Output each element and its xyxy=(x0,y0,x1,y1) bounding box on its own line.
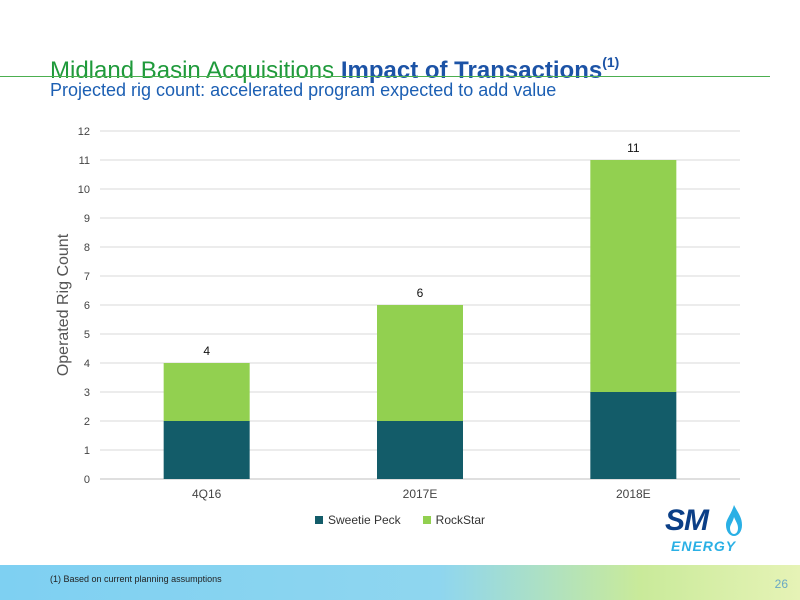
page-number: 26 xyxy=(774,577,788,591)
footer-band xyxy=(0,565,800,600)
y-tick-label: 9 xyxy=(84,213,90,225)
y-tick-label: 0 xyxy=(84,474,90,486)
sm-energy-logo: SM ENERGY xyxy=(665,505,745,557)
y-tick-label: 11 xyxy=(79,155,90,167)
y-tick-label: 5 xyxy=(84,329,90,341)
x-tick-label: 2018E xyxy=(616,487,651,501)
bar-rockstar-2017e xyxy=(377,305,463,421)
title-block: Midland Basin Acquisitions Impact of Tra… xyxy=(50,50,770,84)
x-tick-label: 4Q16 xyxy=(192,487,222,501)
legend-item-rockstar: RockStar xyxy=(422,512,486,528)
bar-total-label: 4 xyxy=(203,344,210,358)
legend-swatch-rockstar xyxy=(422,516,431,524)
y-tick-label: 8 xyxy=(84,242,90,254)
footnote: (1) Based on current planning assumption… xyxy=(50,574,222,584)
title-bold: Impact of Transactions xyxy=(340,57,603,84)
y-tick-label: 12 xyxy=(78,126,90,138)
y-tick-label: 6 xyxy=(84,300,90,312)
bar-sweetie-peck-2018e xyxy=(590,392,677,479)
page-subtitle: Projected rig count: accelerated program… xyxy=(50,80,557,100)
logo-text-sm: SM xyxy=(665,504,709,537)
legend-label-sweetie-peck: Sweetie Peck xyxy=(327,513,401,527)
logo-text-energy: ENERGY xyxy=(671,538,737,554)
legend-item-sweetie-peck: Sweetie Peck xyxy=(314,512,401,528)
y-tick-label: 7 xyxy=(84,271,90,283)
x-tick-label: 2017E xyxy=(403,487,438,501)
flame-icon xyxy=(726,505,742,536)
bar-sweetie-peck-2017e xyxy=(377,421,463,479)
bar-total-label: 11 xyxy=(627,141,640,155)
chart-legend: Sweetie Peck RockStar xyxy=(0,512,800,528)
y-tick-label: 4 xyxy=(84,358,90,370)
y-tick-label: 3 xyxy=(84,387,90,399)
bar-total-label: 6 xyxy=(417,286,424,300)
bar-rockstar-4q16 xyxy=(163,363,250,421)
y-tick-label: 2 xyxy=(84,416,90,428)
page-title: Midland Basin Acquisitions Impact of Tra… xyxy=(50,50,770,85)
bar-rockstar-2018e xyxy=(590,160,677,392)
y-axis-label: Operated Rig Count xyxy=(55,233,72,376)
title-regular: Midland Basin Acquisitions xyxy=(50,57,335,84)
legend-swatch-sweetie-peck xyxy=(314,516,323,524)
y-tick-label: 1 xyxy=(84,445,90,457)
bar-sweetie-peck-4q16 xyxy=(163,421,250,479)
title-divider xyxy=(0,76,770,77)
y-tick-label: 10 xyxy=(78,184,90,196)
title-footnote-ref: (1) xyxy=(602,54,620,70)
legend-label-rockstar: RockStar xyxy=(435,513,486,527)
